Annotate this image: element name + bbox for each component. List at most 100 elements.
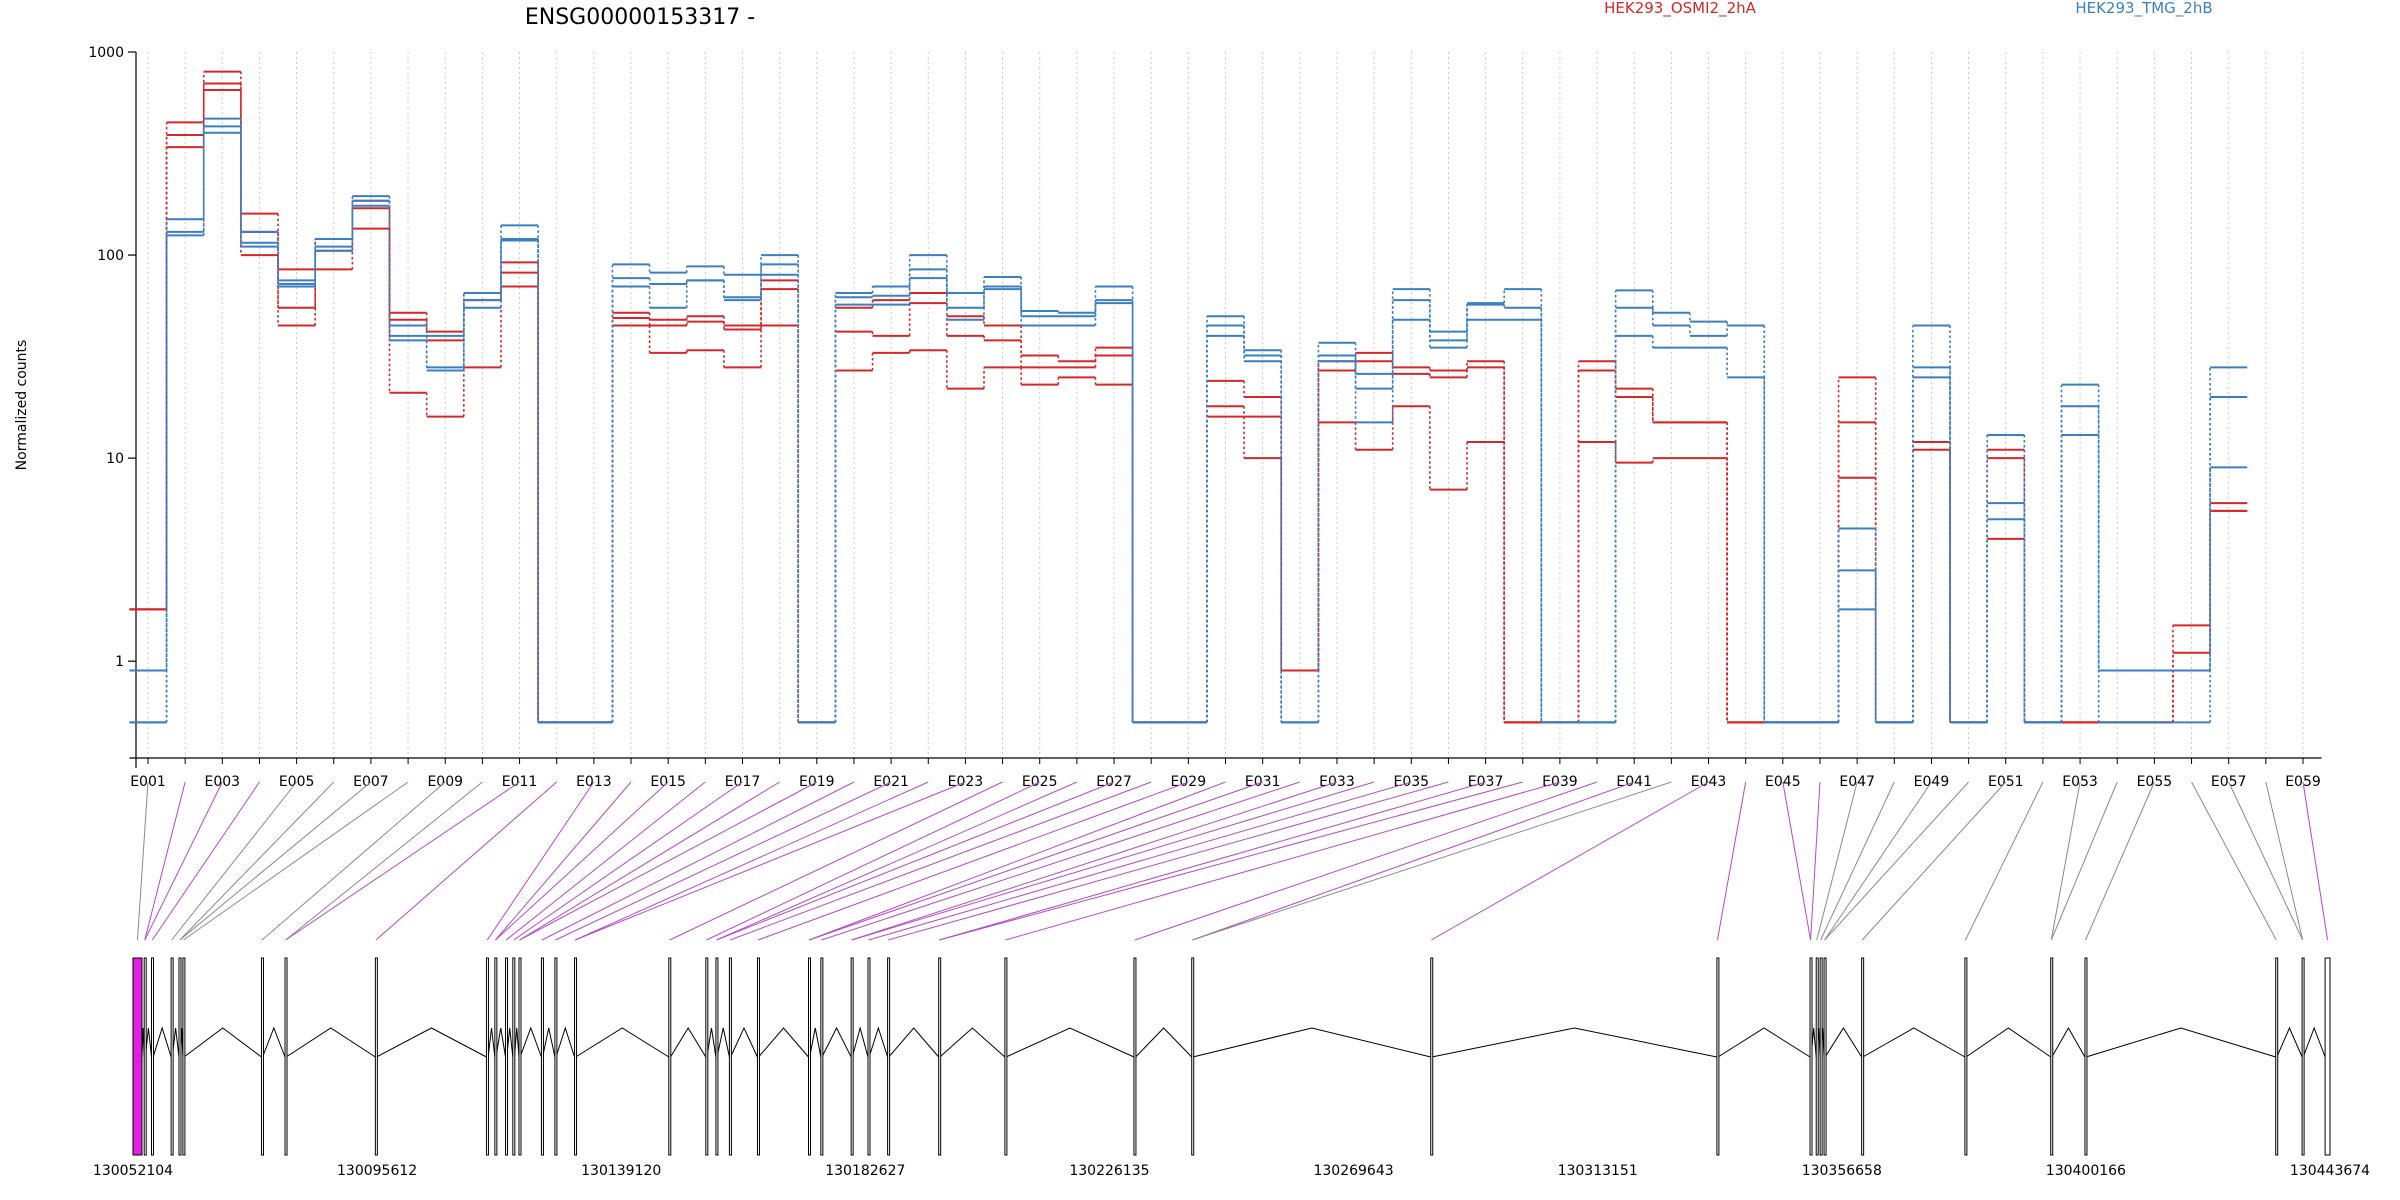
exon-connector (669, 781, 1003, 941)
exon-connector (888, 781, 1449, 941)
exon-connector (2302, 781, 2329, 941)
genomic-coordinate-label: 130182627 (825, 1163, 905, 1179)
exon-block (2050, 957, 2054, 1156)
intron (939, 1027, 1006, 1058)
exon-block (705, 957, 709, 1156)
exon-block (1716, 957, 1720, 1156)
exon-block (260, 957, 264, 1156)
exon-block (867, 957, 871, 1156)
exon-block (1430, 957, 1434, 1156)
exon-block (1823, 957, 1827, 1156)
exon-connector (519, 781, 780, 941)
exon-connector (574, 781, 966, 941)
exon-block (518, 957, 522, 1156)
exon-connector (136, 781, 149, 941)
exon-connector (1820, 781, 1895, 941)
exon-connector (495, 781, 632, 941)
exon-connector (151, 781, 260, 941)
exon-connector (757, 781, 1189, 941)
exon-connector (2050, 781, 2118, 941)
exon-connector (1005, 781, 1561, 941)
exon-connector (868, 781, 1412, 941)
exon-connector (179, 781, 335, 941)
exon-block (756, 957, 760, 1156)
exon-block (820, 957, 824, 1156)
exon-block (485, 957, 489, 1156)
exon-connector (285, 781, 520, 941)
intron (851, 1026, 869, 1058)
exon-block (1809, 957, 1813, 1156)
genomic-coordinate-label: 130052104 (93, 1163, 173, 1179)
intron (519, 1026, 542, 1058)
exon-connectors (136, 781, 2329, 941)
exon-connector (1782, 781, 1812, 941)
exon-connector (1816, 781, 1858, 941)
exon-block (540, 957, 544, 1156)
exon-connector (375, 781, 558, 941)
exon-block (143, 957, 147, 1156)
exon-connector (808, 781, 1226, 941)
intron (821, 1026, 852, 1058)
exon-connector (1431, 781, 1709, 941)
exon-block (182, 957, 186, 1156)
intron (2085, 1027, 2276, 1058)
exon-connector (486, 781, 595, 941)
exon-connector (179, 781, 372, 941)
y-axis-label: Normalized counts (14, 340, 30, 471)
exon-connector (574, 781, 929, 941)
exon-block (850, 957, 854, 1156)
exon-block (2275, 957, 2279, 1156)
intron (1431, 1027, 1717, 1058)
intron (183, 1027, 262, 1058)
exon-block (1133, 957, 1137, 1156)
exon-connector (1716, 781, 1747, 941)
intron (758, 1027, 809, 1058)
intron (575, 1027, 670, 1058)
intron (555, 1026, 576, 1058)
intron (868, 1026, 889, 1058)
genomic-coordinate-label: 130313151 (1558, 1163, 1638, 1179)
intron (1192, 1027, 1431, 1058)
legend-osmi2: HEK293_OSMI2_2hA (1604, 0, 1757, 18)
exon-connector (939, 781, 1486, 941)
exon-block (1191, 957, 1195, 1156)
exon-block (1964, 957, 1968, 1156)
exon-connector (1810, 781, 1821, 941)
exon-block (178, 957, 182, 1156)
intron (262, 1026, 286, 1058)
exon-connector (1861, 781, 2007, 941)
exon-block (512, 957, 516, 1156)
intron (285, 1027, 376, 1058)
intron (487, 1027, 496, 1058)
exon-connector (2050, 781, 2081, 941)
intron (1717, 1027, 1811, 1058)
exon-block (1819, 957, 1823, 1156)
exon-connector (851, 781, 1375, 941)
genomic-coordinate-label: 130139120 (581, 1163, 661, 1179)
exon-connector (144, 781, 186, 941)
intron (2276, 1026, 2303, 1058)
exon-block (554, 957, 558, 1156)
exon-block (150, 957, 154, 1156)
exon-connector (285, 781, 483, 941)
exon-block (132, 957, 143, 1156)
intron (1862, 1027, 1966, 1058)
exon-connector (183, 781, 409, 941)
exon-block (2324, 957, 2331, 1156)
exon-block (668, 957, 672, 1156)
intron (1135, 1027, 1193, 1058)
chart-title: ENSG00000153317 - (525, 5, 755, 30)
exon-connector (716, 781, 1078, 941)
intron (1965, 1027, 2052, 1058)
intron (809, 1027, 822, 1058)
exon-connector (555, 781, 892, 941)
exon-block (574, 957, 578, 1156)
y-tick-label: 10 (106, 451, 124, 467)
exon-connector (1192, 781, 1672, 941)
legend-tmg: HEK293_TMG_2hB (2075, 0, 2212, 18)
intron (495, 1027, 507, 1058)
exon-block (808, 957, 812, 1156)
y-tick-label: 1000 (88, 45, 124, 61)
